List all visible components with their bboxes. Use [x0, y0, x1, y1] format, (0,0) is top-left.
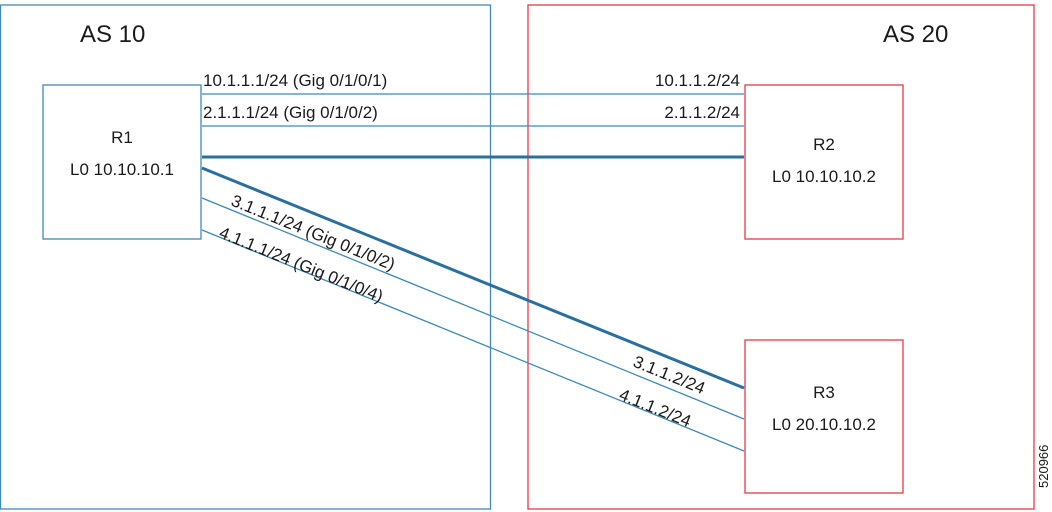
as10-label: AS 10 — [80, 21, 145, 48]
link-6-line — [201, 229, 745, 452]
link-5-line — [201, 197, 745, 420]
router-r3-name: R3 — [813, 383, 835, 402]
router-r1-loopback: L0 10.10.10.1 — [70, 160, 174, 179]
link-2-remote-label: 2.1.1.2/24 — [664, 103, 740, 122]
router-r2[interactable]: R2 L0 10.10.10.2 — [744, 84, 904, 240]
router-r2-loopback: L0 10.10.10.2 — [772, 167, 876, 186]
as20-boundary — [527, 4, 1035, 510]
router-r1-box — [42, 84, 202, 240]
router-r3-box — [744, 339, 904, 494]
as20-label: AS 20 — [883, 21, 948, 48]
link-5-remote-label: 4.1.1.2/24 — [617, 385, 694, 431]
figure-id: 520966 — [1036, 445, 1051, 488]
router-r3-loopback: L0 20.10.10.2 — [772, 415, 876, 434]
router-r1-name: R1 — [111, 128, 133, 147]
as10-boundary — [0, 4, 492, 510]
router-r2-name: R2 — [813, 135, 835, 154]
link-2-local-label: 2.1.1.1/24 (Gig 0/1/0/2) — [203, 103, 378, 122]
link-1-local-label: 10.1.1.1/24 (Gig 0/1/0/1) — [203, 71, 387, 90]
router-r1[interactable]: R1 L0 10.10.10.1 — [42, 84, 202, 240]
link-4-line — [201, 166, 745, 390]
router-r3[interactable]: R3 L0 20.10.10.2 — [744, 339, 904, 494]
router-r2-box — [744, 84, 904, 240]
link-1-remote-label: 10.1.1.2/24 — [655, 71, 740, 90]
